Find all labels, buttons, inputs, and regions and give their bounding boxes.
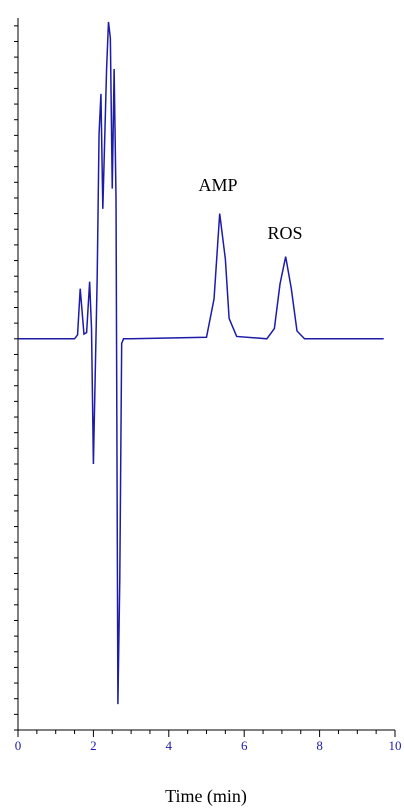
annotation: ROS bbox=[267, 223, 302, 243]
x-tick-label: 0 bbox=[15, 738, 22, 753]
annotation: AMP bbox=[198, 175, 237, 195]
x-tick-label: 2 bbox=[90, 738, 97, 753]
x-tick-label: 4 bbox=[166, 738, 173, 753]
trace bbox=[18, 21, 384, 705]
x-tick-label: 10 bbox=[389, 738, 402, 753]
x-tick-label: 6 bbox=[241, 738, 248, 753]
x-tick-label: 8 bbox=[316, 738, 323, 753]
x-axis-label: Time (min) bbox=[165, 786, 247, 807]
